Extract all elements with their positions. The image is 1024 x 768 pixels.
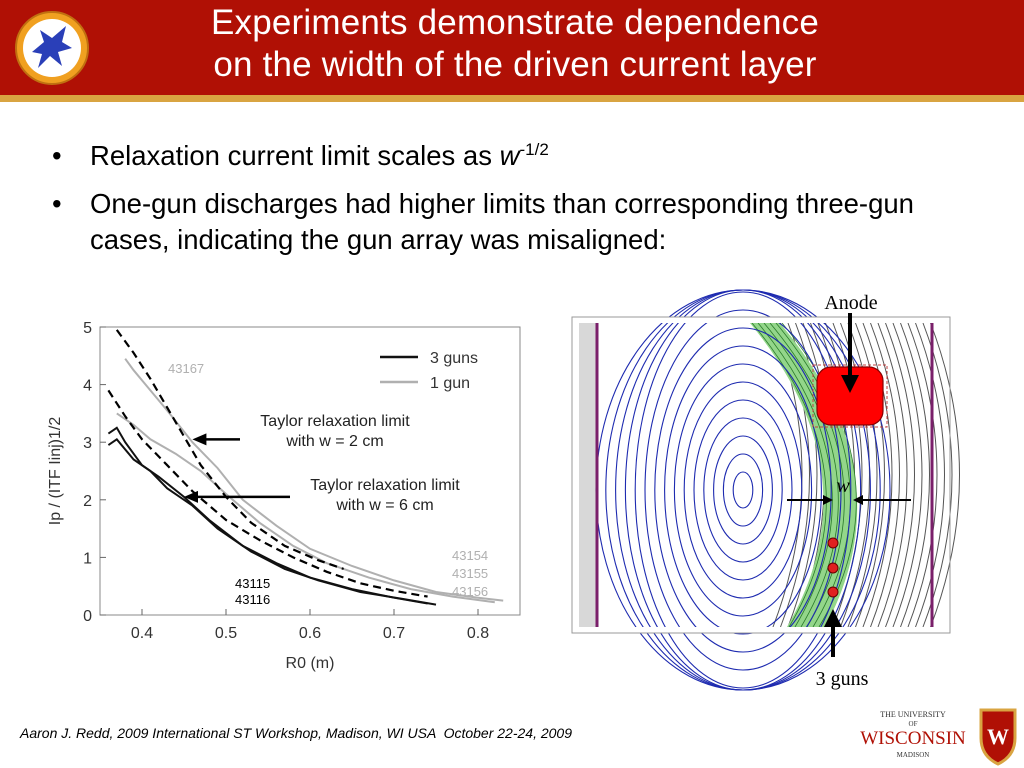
bullet-text: One-gun discharges had higher limits tha… (90, 188, 914, 255)
mask-bottom (572, 627, 950, 633)
y-axis-label: Ip / (ITF Iinj)1/2 (47, 417, 64, 526)
flux-contour (683, 381, 803, 599)
field-line (847, 322, 878, 628)
gun-marker (827, 537, 839, 549)
flux-contour (654, 327, 832, 653)
field-line (922, 322, 953, 628)
field-line (855, 322, 885, 628)
field-line (915, 322, 945, 628)
flux-contour (732, 471, 754, 509)
bullet-item: • One-gun discharges had higher limits t… (52, 188, 914, 255)
uw-line2: OF (909, 720, 918, 728)
y-tick-label: 2 (83, 493, 92, 510)
y-tick-label: 4 (83, 378, 92, 395)
uw-line4: MADISON (897, 751, 930, 759)
y-tick-label: 1 (83, 550, 92, 567)
annotation-text: with w = 6 cm (335, 497, 433, 514)
mask-top (572, 317, 950, 323)
arrow-head (192, 433, 207, 446)
x-axis-label: R0 (m) (286, 655, 335, 672)
x-tick-label: 0.4 (131, 625, 153, 642)
footer-citation: Aaron J. Redd, 2009 International ST Wor… (20, 725, 572, 741)
diagram-border (571, 316, 951, 634)
y-tick-label: 5 (83, 320, 92, 337)
header-stripe (0, 95, 1024, 102)
band-contour (781, 322, 857, 628)
flux-contour (673, 363, 813, 617)
flux-contour (703, 417, 783, 563)
y-tick-label: 0 (83, 608, 92, 625)
w-arrow-head (823, 495, 833, 505)
flux-contour-diagram: Anode 3 guns w (555, 289, 960, 691)
flux-contour (664, 345, 822, 635)
annotation-text: 43154 (452, 548, 488, 563)
guns-label: 3 guns (816, 668, 869, 690)
anode-arrow-head (841, 375, 859, 393)
bullet-list: • Relaxation current limit scales as w-1… (52, 138, 992, 270)
pegasus-logo-icon (15, 11, 89, 85)
annotation-text: 43115 (235, 576, 270, 591)
legend-label: 3 guns (430, 350, 478, 367)
crest-letter: W (987, 724, 1009, 749)
field-line (892, 322, 923, 628)
bullet-text: Relaxation current limit scales as (90, 140, 500, 171)
slide-title: Experiments demonstrate dependence on th… (100, 2, 930, 86)
annotation-text: Taylor relaxation limit (310, 477, 460, 494)
x-tick-label: 0.5 (215, 625, 237, 642)
legend-label: 1 gun (430, 375, 470, 392)
field-line (862, 322, 893, 628)
x-tick-label: 0.8 (467, 625, 489, 642)
exponent: -1/2 (519, 139, 549, 159)
uw-line3: WISCONSIN (860, 728, 966, 749)
left-wall (579, 323, 597, 627)
uw-line1: THE UNIVERSITY (880, 710, 946, 719)
annotation-text: 43167 (168, 361, 204, 376)
field-line (930, 322, 960, 628)
variable-w: w (499, 140, 520, 171)
anode-label: Anode (824, 292, 877, 314)
mask-left (555, 315, 572, 635)
flux-contour (713, 435, 773, 545)
bullet-item: • Relaxation current limit scales as w-1… (52, 139, 549, 171)
annotation-text: 43156 (452, 584, 488, 599)
band-contour (751, 322, 827, 628)
uw-crest-icon: W (979, 708, 1017, 766)
y-tick-label: 3 (83, 435, 92, 452)
flux-contour (644, 309, 842, 671)
field-line (870, 322, 900, 628)
band-contour (763, 322, 839, 628)
annotation-text: Taylor relaxation limit (260, 413, 410, 430)
series-line (115, 329, 344, 570)
flux-contour (634, 291, 852, 689)
band-contour (769, 322, 845, 628)
footer-author: Aaron J. Redd, 2009 International ST Wor… (20, 725, 436, 741)
field-line (900, 322, 930, 628)
annotation-text: with w = 2 cm (285, 433, 383, 450)
series-line (124, 358, 504, 602)
gun-marker (827, 562, 839, 574)
field-line (907, 322, 938, 628)
series-line (116, 412, 495, 604)
gun-marker (827, 586, 839, 598)
field-line (877, 322, 908, 628)
w-arrow-head (853, 495, 863, 505)
x-tick-label: 0.6 (299, 625, 321, 642)
guns-arrow-head (824, 609, 842, 627)
title-line-2: on the width of the driven current layer (213, 45, 817, 84)
title-line-1: Experiments demonstrate dependence (210, 3, 819, 42)
title-banner: Experiments demonstrate dependence on th… (0, 0, 1024, 95)
flux-contour (722, 453, 764, 527)
annotation-text: 43155 (452, 566, 488, 581)
annotation-text: 43116 (235, 592, 270, 607)
current-limit-plot: 0.4 0.5 0.6 0.7 0.8 0 1 2 3 4 5 R0 (m) Ip / (ITF Iin… (47, 320, 521, 672)
series-line (107, 389, 428, 598)
footer-date: October 22-24, 2009 (443, 725, 572, 741)
uw-madison-logo: THE UNIVERSITY OF WISCONSIN MADISON W (860, 708, 1017, 766)
x-tick-label: 0.7 (383, 625, 405, 642)
w-label: w (836, 475, 850, 497)
series-line (107, 437, 437, 606)
flux-contour (693, 399, 793, 581)
field-line (885, 322, 915, 628)
arrow-head (184, 490, 198, 503)
